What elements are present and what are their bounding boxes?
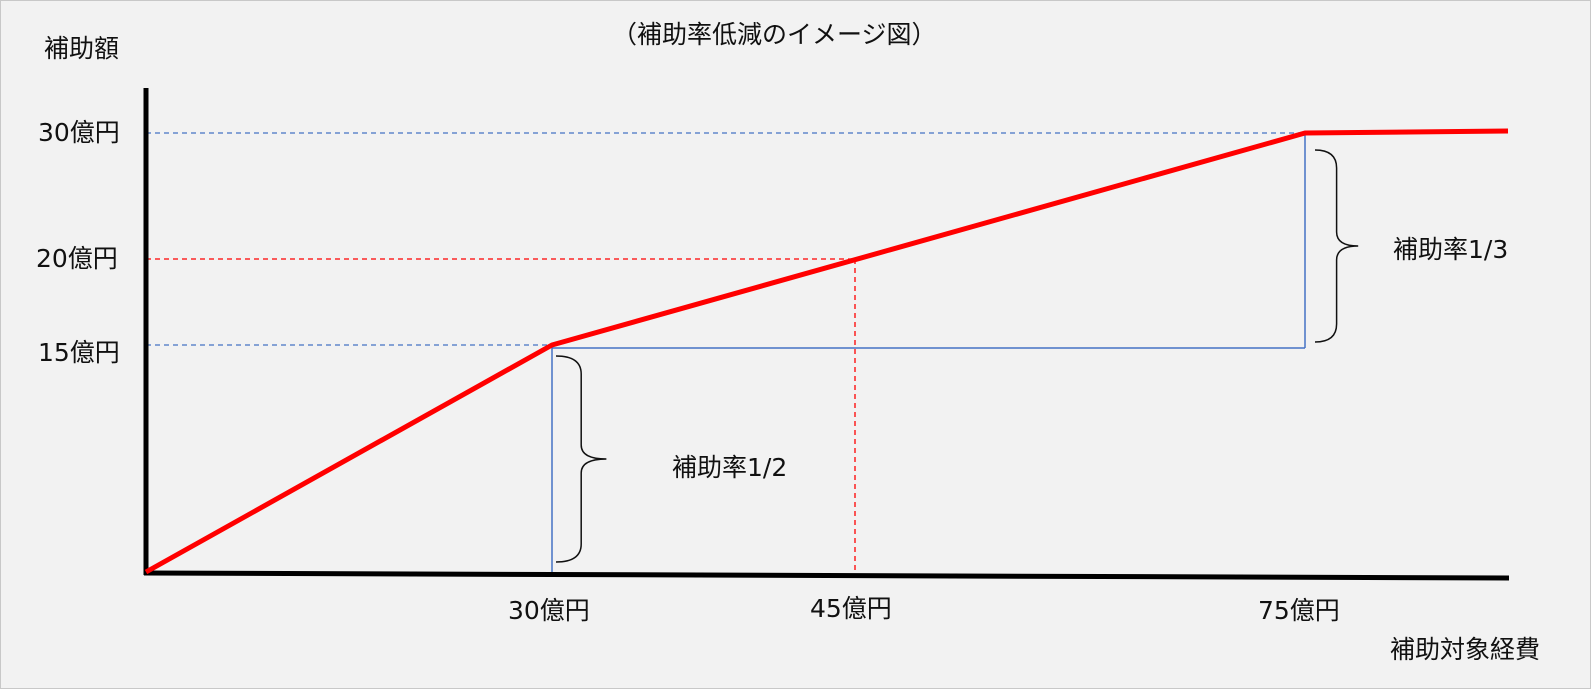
- annotation-rate-half: 補助率1/2: [672, 453, 788, 482]
- x-axis-label: 補助対象経費: [1390, 635, 1541, 664]
- x-tick-label-30: 30億円: [508, 596, 590, 625]
- y-axis-label: 補助額: [44, 34, 120, 63]
- brace-rate-half: [555, 355, 607, 563]
- y-tick-label-20: 20億円: [36, 244, 118, 273]
- y-tick-label-30: 30億円: [38, 118, 120, 147]
- chart-title: （補助率低減のイメージ図）: [612, 20, 937, 49]
- brace-rate-third: [1314, 149, 1359, 343]
- x-tick-label-75: 75億円: [1258, 596, 1340, 625]
- annotation-rate-third: 補助率1/3: [1393, 235, 1509, 264]
- y-tick-label-15: 15億円: [38, 338, 120, 367]
- x-tick-label-45: 45億円: [810, 594, 892, 623]
- series-line-0: [144, 128, 1509, 575]
- x-axis: [143, 570, 1510, 581]
